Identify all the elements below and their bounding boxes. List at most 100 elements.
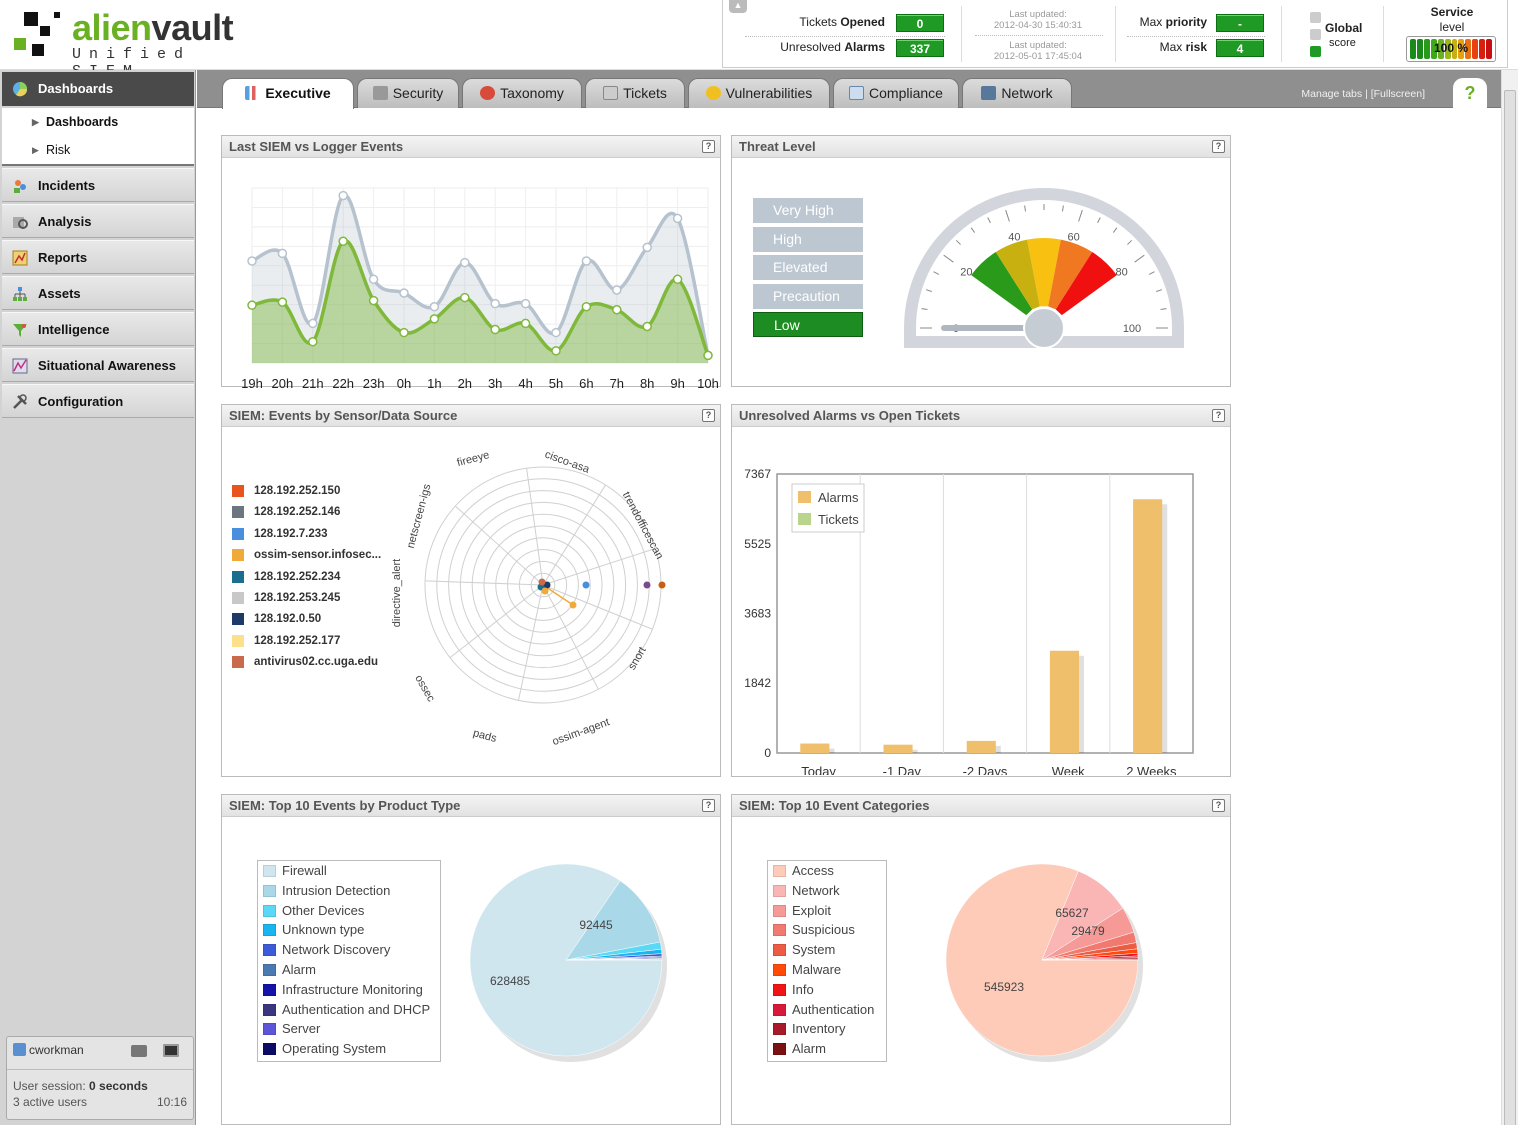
- legend-item[interactable]: 128.192.253.245: [232, 588, 381, 609]
- legend-item[interactable]: Authentication: [768, 1000, 886, 1020]
- sidebar-item-reports[interactable]: Reports: [2, 240, 194, 274]
- manage-tabs-link[interactable]: Manage tabs: [1301, 88, 1363, 100]
- help-icon[interactable]: ?: [702, 799, 715, 812]
- fullscreen-link[interactable]: [Fullscreen]: [1370, 88, 1425, 100]
- radar-point[interactable]: [569, 601, 577, 609]
- data-point[interactable]: [368, 295, 379, 306]
- legend-item[interactable]: Malware: [768, 960, 886, 980]
- data-point[interactable]: [308, 318, 318, 329]
- legend-item[interactable]: Network: [768, 881, 886, 901]
- data-point[interactable]: [490, 298, 500, 309]
- collapse-toggle-icon[interactable]: ▲: [729, 0, 747, 13]
- data-point[interactable]: [277, 248, 288, 259]
- data-point[interactable]: [308, 336, 318, 347]
- legend-item[interactable]: 128.192.252.150: [232, 481, 381, 502]
- data-point[interactable]: [520, 318, 531, 329]
- user-name[interactable]: cworkman: [13, 1043, 84, 1057]
- help-icon[interactable]: ?: [702, 140, 715, 153]
- camera-icon[interactable]: [131, 1045, 147, 1057]
- radar-point[interactable]: [541, 587, 549, 595]
- legend-item[interactable]: Network Discovery: [258, 940, 440, 960]
- legend-item[interactable]: Operating System: [258, 1039, 440, 1059]
- tab-taxonomy[interactable]: Taxonomy: [462, 78, 582, 108]
- sidebar-item-incidents[interactable]: Incidents: [2, 168, 194, 202]
- max-risk-value[interactable]: 4: [1216, 39, 1264, 57]
- pie-slice[interactable]: [565, 880, 661, 961]
- data-point[interactable]: [429, 314, 440, 324]
- legend-item[interactable]: Suspicious: [768, 920, 886, 940]
- data-point[interactable]: [581, 301, 592, 312]
- sidebar-item-analysis[interactable]: Analysis: [2, 204, 194, 238]
- tab-network[interactable]: Network: [962, 78, 1072, 108]
- data-point[interactable]: [551, 327, 561, 338]
- legend-item[interactable]: Info: [768, 980, 886, 1000]
- legend-item[interactable]: 128.192.252.234: [232, 567, 381, 588]
- legend-item[interactable]: Other Devices: [258, 901, 440, 921]
- data-point[interactable]: [672, 213, 683, 224]
- data-point[interactable]: [612, 285, 622, 295]
- data-point[interactable]: [277, 297, 288, 307]
- data-point[interactable]: [399, 288, 409, 298]
- legend-item[interactable]: System: [768, 940, 886, 960]
- legend-item[interactable]: Intrusion Detection: [258, 881, 440, 901]
- sidebar-item-assets[interactable]: Assets: [2, 276, 194, 310]
- legend-item[interactable]: Server: [258, 1019, 440, 1039]
- data-point[interactable]: [460, 257, 470, 268]
- data-point[interactable]: [429, 301, 440, 312]
- bar-alarms[interactable]: [966, 740, 996, 753]
- data-point[interactable]: [612, 304, 622, 315]
- data-point[interactable]: [338, 236, 348, 247]
- tab-vulnerabilities[interactable]: Vulnerabilities: [688, 78, 830, 108]
- tab-compliance[interactable]: Compliance: [833, 78, 959, 108]
- legend-item[interactable]: Access: [768, 861, 886, 881]
- sidebar-item-configuration[interactable]: Configuration: [2, 384, 194, 418]
- radar-point[interactable]: [643, 581, 651, 589]
- help-icon[interactable]: ?: [1212, 799, 1225, 812]
- legend-item[interactable]: Alarm: [258, 960, 440, 980]
- sidebar-sub-dashboards[interactable]: ▶ Dashboards: [2, 108, 194, 136]
- tab-executive[interactable]: Executive: [222, 78, 354, 109]
- legend-item[interactable]: antivirus02.cc.uga.edu: [232, 652, 381, 673]
- vertical-scrollbar[interactable]: [1501, 70, 1518, 1125]
- data-point[interactable]: [247, 300, 257, 310]
- legend-item[interactable]: Alarm: [768, 1039, 886, 1059]
- help-icon[interactable]: ?: [702, 409, 715, 422]
- unresolved-alarms-value[interactable]: 337: [896, 39, 944, 57]
- tab-security[interactable]: Security: [357, 78, 459, 108]
- tickets-opened-value[interactable]: 0: [896, 14, 944, 32]
- data-point[interactable]: [551, 346, 561, 356]
- bar-alarms[interactable]: [1133, 499, 1163, 753]
- pie-slice[interactable]: [1041, 958, 1139, 961]
- data-point[interactable]: [247, 256, 257, 266]
- sidebar-item-situational-awareness[interactable]: Situational Awareness: [2, 348, 194, 382]
- radar-point[interactable]: [538, 578, 546, 586]
- legend-item[interactable]: Firewall: [258, 861, 440, 881]
- legend-item[interactable]: Authentication and DHCP: [258, 1000, 440, 1020]
- legend-item[interactable]: ossim-sensor.infosec...: [232, 545, 381, 566]
- sidebar-dashboards[interactable]: Dashboards: [2, 72, 194, 106]
- sidebar-sub-risk[interactable]: ▶ Risk: [2, 136, 194, 164]
- tab-tickets[interactable]: Tickets: [585, 78, 685, 108]
- data-point[interactable]: [368, 274, 379, 285]
- sidebar-item-intelligence[interactable]: Intelligence: [2, 312, 194, 346]
- legend-item[interactable]: Infrastructure Monitoring: [258, 980, 440, 1000]
- max-priority-value[interactable]: -: [1216, 14, 1264, 32]
- legend-item[interactable]: 128.192.7.233: [232, 524, 381, 545]
- help-icon[interactable]: ?: [1212, 409, 1225, 422]
- data-point[interactable]: [672, 274, 683, 285]
- data-point[interactable]: [642, 321, 652, 332]
- legend-item[interactable]: Inventory: [768, 1019, 886, 1039]
- data-point[interactable]: [520, 298, 531, 309]
- radar-point[interactable]: [582, 581, 590, 589]
- data-point[interactable]: [642, 242, 652, 253]
- legend-item[interactable]: 128.192.0.50: [232, 609, 381, 630]
- legend-item[interactable]: Unknown type: [258, 920, 440, 940]
- data-point[interactable]: [581, 256, 592, 266]
- data-point[interactable]: [399, 327, 409, 338]
- help-button[interactable]: ?: [1453, 78, 1487, 108]
- legend-label[interactable]: Tickets: [818, 512, 859, 527]
- legend-label[interactable]: Alarms: [818, 490, 859, 505]
- help-icon[interactable]: ?: [1212, 140, 1225, 153]
- legend-item[interactable]: 128.192.252.177: [232, 631, 381, 652]
- data-point[interactable]: [460, 292, 470, 303]
